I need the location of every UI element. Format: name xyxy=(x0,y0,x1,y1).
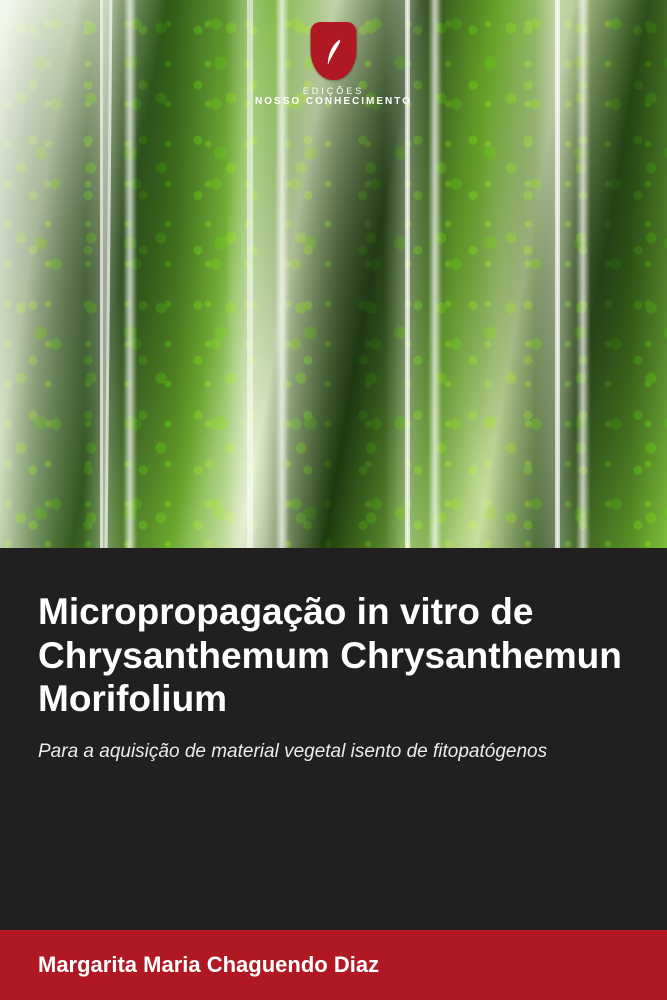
author-name: Margarita Maria Chaguendo Diaz xyxy=(38,952,379,978)
text-block: Micropropagação in vitro de Chrysanthemu… xyxy=(0,548,667,930)
publisher-line2: NOSSO CONHECIMENTO xyxy=(255,96,412,107)
book-cover: EDIÇÕES NOSSO CONHECIMENTO Micropropagaç… xyxy=(0,0,667,1000)
publisher-logo-badge xyxy=(311,22,357,80)
publisher-line1: EDIÇÕES xyxy=(303,86,365,96)
book-subtitle: Para a aquisição de material vegetal ise… xyxy=(38,739,629,765)
cover-photo: EDIÇÕES NOSSO CONHECIMENTO xyxy=(0,0,667,548)
author-bar: Margarita Maria Chaguendo Diaz xyxy=(0,930,667,1000)
feather-icon xyxy=(323,36,345,66)
publisher-block: EDIÇÕES NOSSO CONHECIMENTO xyxy=(255,22,412,107)
book-title: Micropropagação in vitro de Chrysanthemu… xyxy=(38,590,629,721)
